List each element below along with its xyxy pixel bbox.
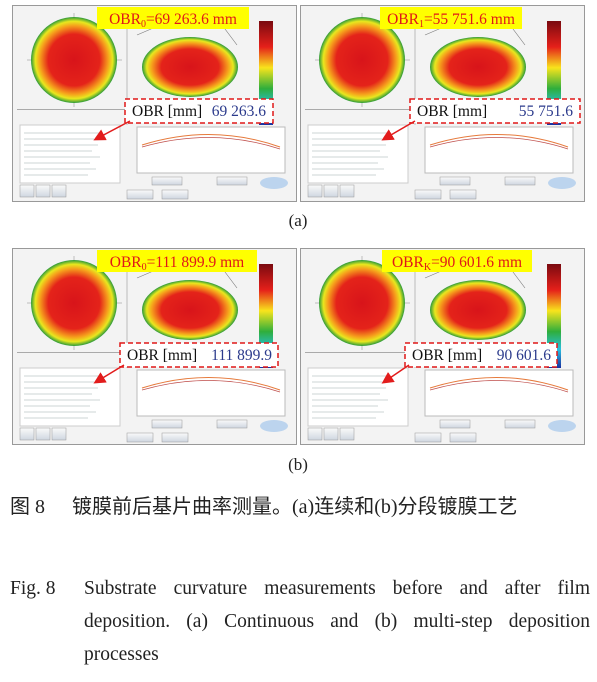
obr-box-value: 111 899.9 <box>211 347 272 364</box>
obr-tag <box>97 250 257 272</box>
caption-text: 镀膜前后基片曲率测量。(a)连续和(b)分段镀膜工艺 <box>72 496 518 518</box>
obr-box <box>404 342 558 368</box>
caption-zh: 图 8 镀膜前后基片曲率测量。(a)连续和(b)分段镀膜工艺 <box>10 490 590 524</box>
obr-box <box>119 342 279 368</box>
obr-box-label: OBR [mm] <box>417 103 487 120</box>
figure: OBR0=69 263.6 mm OBR [mm] 69 263.6 OBR1=… <box>0 0 597 474</box>
caption-label: 图 8 <box>10 496 45 518</box>
obr-text: OBRK=90 601.6 mm <box>392 254 522 273</box>
caption-en: Fig. 8 Substrate curvature measurements … <box>10 572 590 671</box>
obr-text: OBR1=55 751.6 mm <box>387 11 515 30</box>
obr-box-value: 90 601.6 <box>497 347 552 364</box>
panel-label: (b) <box>288 455 308 474</box>
panel-label: (a) <box>289 211 308 230</box>
screen: OBR1=55 751.6 mm OBR [mm] 55 751.6 <box>301 6 585 202</box>
obr-box-value: 69 263.6 <box>212 103 267 120</box>
obr-box-label: OBR [mm] <box>127 347 197 364</box>
screen: OBR0=69 263.6 mm OBR [mm] 69 263.6 <box>13 6 297 202</box>
obr-box <box>124 98 274 124</box>
caption-text: Substrate curvature measurements before … <box>84 578 590 665</box>
obr-text: OBR0=111 899.9 mm <box>110 254 244 273</box>
obr-box-label: OBR [mm] <box>412 347 482 364</box>
obr-box <box>409 98 581 124</box>
obr-text: OBR0=69 263.6 mm <box>109 11 237 30</box>
screen: OBRK=90 601.6 mm OBR [mm] 90 601.6 <box>301 249 585 445</box>
obr-tag <box>382 250 532 272</box>
caption-label: Fig. 8 <box>10 578 56 599</box>
obr-tag <box>380 7 522 29</box>
screen: OBR0=111 899.9 mm OBR [mm] 111 899.9 <box>13 249 297 445</box>
obr-box-value: 55 751.6 <box>519 103 574 120</box>
obr-box-label: OBR [mm] <box>132 103 202 120</box>
obr-tag <box>97 7 249 29</box>
